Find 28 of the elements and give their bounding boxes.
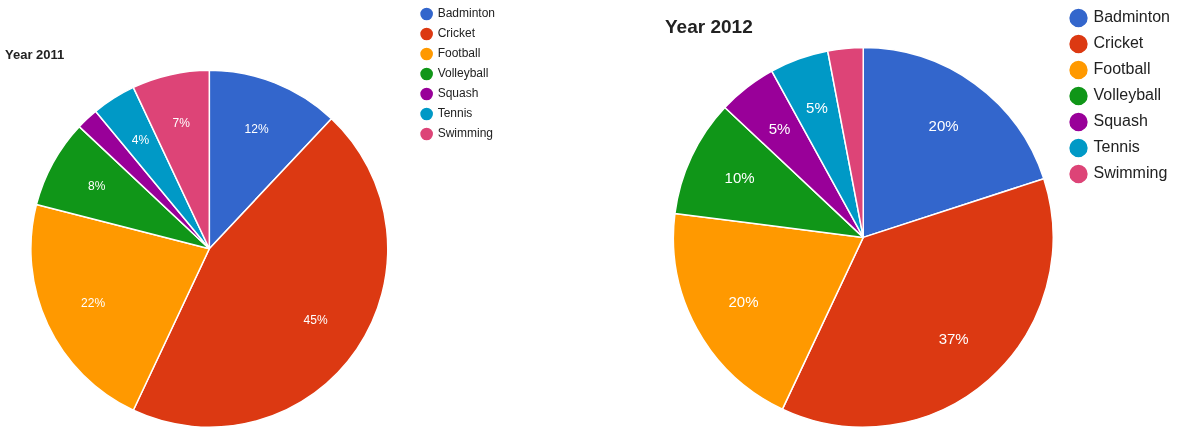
- legend-label: Swimming: [1093, 164, 1168, 182]
- data-label: 37%: [938, 330, 969, 348]
- data-label: 45%: [303, 313, 328, 328]
- data-label: 4%: [131, 132, 150, 147]
- data-label: 8%: [88, 179, 106, 194]
- legend-label: Cricket: [437, 26, 476, 41]
- legend-label: Tennis: [1093, 138, 1140, 156]
- legend-label: Football: [1093, 60, 1151, 78]
- legend-label: Cricket: [1093, 34, 1144, 52]
- legend-label: Volleyball: [437, 66, 489, 81]
- data-label: 5%: [768, 119, 791, 137]
- legend-label: Swimming: [437, 126, 493, 141]
- data-label: 22%: [81, 295, 106, 310]
- legend-label: Badminton: [1093, 8, 1171, 26]
- data-label: 7%: [172, 115, 191, 130]
- data-label: 20%: [728, 293, 759, 311]
- legend-label: Football: [437, 46, 481, 61]
- legend-label: Badminton: [437, 6, 496, 21]
- legend-label: Squash: [1093, 112, 1148, 130]
- data-label: 12%: [244, 121, 269, 136]
- text: Year 2011: [5, 47, 65, 63]
- legend-label: Squash: [437, 86, 479, 101]
- legend-label: Volleyball: [1093, 86, 1162, 104]
- data-label: 20%: [928, 116, 959, 134]
- legend-label: Tennis: [437, 106, 473, 121]
- data-label: 5%: [806, 98, 828, 116]
- data-label: 10%: [724, 169, 755, 187]
- chart-title: Year 2012: [665, 15, 753, 37]
